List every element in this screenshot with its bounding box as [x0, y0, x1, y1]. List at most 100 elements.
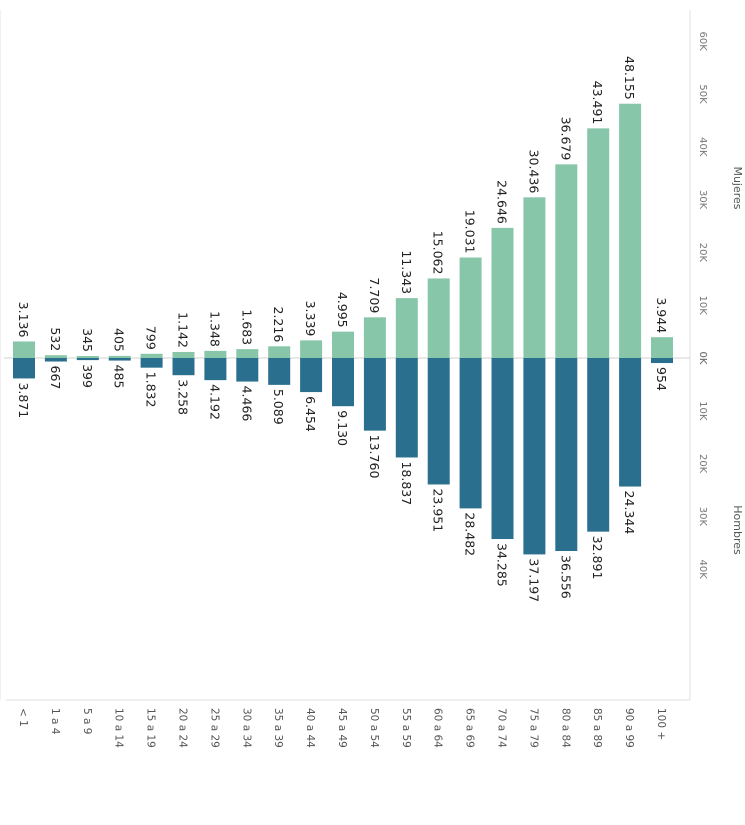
bar-hombres [427, 358, 450, 485]
category-label: 1 a 4 [49, 708, 61, 735]
value-label-hombres: 5.089 [271, 389, 286, 425]
value-label-hombres: 28.482 [463, 512, 478, 556]
category-label: 30 a 34 [240, 708, 252, 748]
bar-hombres [76, 358, 99, 361]
value-label-mujeres: 799 [144, 326, 159, 350]
category-label: 70 a 74 [496, 708, 508, 748]
bar-hombres [555, 358, 578, 552]
value-label-hombres: 34.285 [495, 543, 510, 587]
category-label: 100 + [655, 708, 667, 740]
value-label-hombres: 36.556 [558, 555, 573, 599]
value-label-hombres: 485 [112, 365, 127, 389]
bar-mujeres [427, 278, 450, 358]
value-label-mujeres: 15.062 [431, 231, 446, 275]
category-label: < 1 [17, 708, 29, 727]
bar-mujeres [108, 355, 131, 358]
bar-mujeres [587, 128, 610, 358]
bar-mujeres [172, 351, 195, 358]
category-label: 35 a 39 [272, 708, 284, 748]
value-label-mujeres: 11.343 [399, 250, 414, 294]
value-label-mujeres: 3.944 [654, 297, 669, 333]
bar-hombres [363, 358, 386, 431]
bar-hombres [268, 358, 291, 385]
value-label-hombres: 6.454 [303, 396, 318, 432]
category-label: 55 a 59 [400, 708, 412, 748]
value-label-mujeres: 405 [112, 328, 127, 352]
value-label-mujeres: 532 [48, 327, 63, 351]
bar-mujeres [491, 227, 514, 358]
bar-mujeres [76, 356, 99, 358]
bar-hombres [13, 358, 35, 379]
value-label-mujeres: 19.031 [463, 210, 478, 254]
value-label-hombres: 13.760 [367, 435, 382, 479]
bar-mujeres [363, 317, 386, 358]
value-label-hombres: 4.192 [207, 384, 222, 420]
value-label-mujeres: 1.348 [207, 311, 222, 347]
bar-hombres [236, 358, 259, 382]
bar-hombres [491, 358, 514, 540]
bar-hombres [140, 358, 163, 368]
mujeres-axis-title: Mujeres [731, 166, 744, 209]
value-label-mujeres: 3.339 [303, 301, 318, 337]
tick-mujeres: 20K [697, 243, 708, 263]
bar-hombres [204, 358, 227, 381]
value-label-hombres: 37.197 [526, 558, 541, 602]
value-label-mujeres: 1.142 [176, 312, 191, 348]
value-label-mujeres: 2.216 [271, 307, 286, 343]
value-label-hombres: 18.837 [399, 461, 414, 505]
value-label-hombres: 4.466 [239, 386, 254, 422]
bars-group [13, 103, 673, 555]
bar-hombres [44, 358, 67, 362]
bar-mujeres [204, 350, 227, 358]
bar-hombres [395, 358, 418, 458]
tick-mujeres: 60K [697, 32, 708, 52]
hombres-axis-title: Hombres [731, 505, 744, 555]
bar-mujeres [395, 298, 418, 358]
value-labels-group: 3.136 3.871 532 667 345 399 405 485 799 1.832 1.14… [16, 56, 669, 602]
bar-hombres [651, 358, 673, 364]
bar-hombres [108, 358, 131, 361]
value-label-mujeres: 4.995 [335, 292, 350, 328]
value-label-hombres: 32.891 [590, 536, 605, 580]
bar-hombres [459, 358, 482, 509]
value-label-mujeres: 3.136 [16, 302, 31, 338]
bar-hombres [300, 358, 323, 393]
bar-mujeres [619, 103, 642, 358]
bar-mujeres [13, 341, 35, 358]
value-label-mujeres: 36.679 [558, 117, 573, 161]
category-label: 60 a 64 [432, 708, 444, 748]
bar-mujeres [44, 355, 67, 358]
bar-mujeres [236, 349, 259, 358]
bar-mujeres [300, 340, 323, 358]
tick-hombres: 0K [697, 352, 708, 365]
tick-mujeres: 30K [697, 190, 708, 210]
category-label: 45 a 49 [336, 708, 348, 748]
bar-hombres [332, 358, 354, 407]
value-label-hombres: 667 [48, 366, 63, 390]
bar-hombres [587, 358, 610, 532]
tick-mujeres: 0K [697, 352, 708, 365]
bar-hombres [172, 358, 195, 376]
category-label: 15 a 19 [145, 708, 157, 748]
plot-area: 3.136 3.871 532 667 345 399 405 485 799 1.832 1.14… [0, 10, 691, 701]
category-label: 50 a 54 [368, 708, 380, 748]
value-label-hombres: 9.130 [335, 410, 350, 446]
tick-mujeres: 50K [697, 84, 708, 104]
value-label-mujeres: 30.436 [526, 150, 541, 194]
bar-mujeres [268, 346, 291, 358]
value-label-hombres: 954 [654, 367, 669, 391]
value-label-mujeres: 1.683 [239, 309, 254, 345]
bar-hombres [619, 358, 642, 487]
bar-hombres [523, 358, 546, 555]
value-label-mujeres: 43.491 [590, 81, 605, 125]
value-label-hombres: 24.344 [622, 491, 637, 535]
tick-hombres: 20K [697, 454, 708, 474]
tick-hombres: 10K [697, 401, 708, 421]
value-label-mujeres: 24.646 [495, 180, 510, 224]
value-label-hombres: 399 [80, 364, 95, 388]
category-label: 75 a 79 [527, 708, 539, 748]
category-label: 90 a 99 [623, 708, 635, 748]
category-label: 85 a 89 [591, 708, 603, 748]
category-label: 80 a 84 [559, 708, 571, 748]
bar-mujeres [459, 257, 482, 358]
